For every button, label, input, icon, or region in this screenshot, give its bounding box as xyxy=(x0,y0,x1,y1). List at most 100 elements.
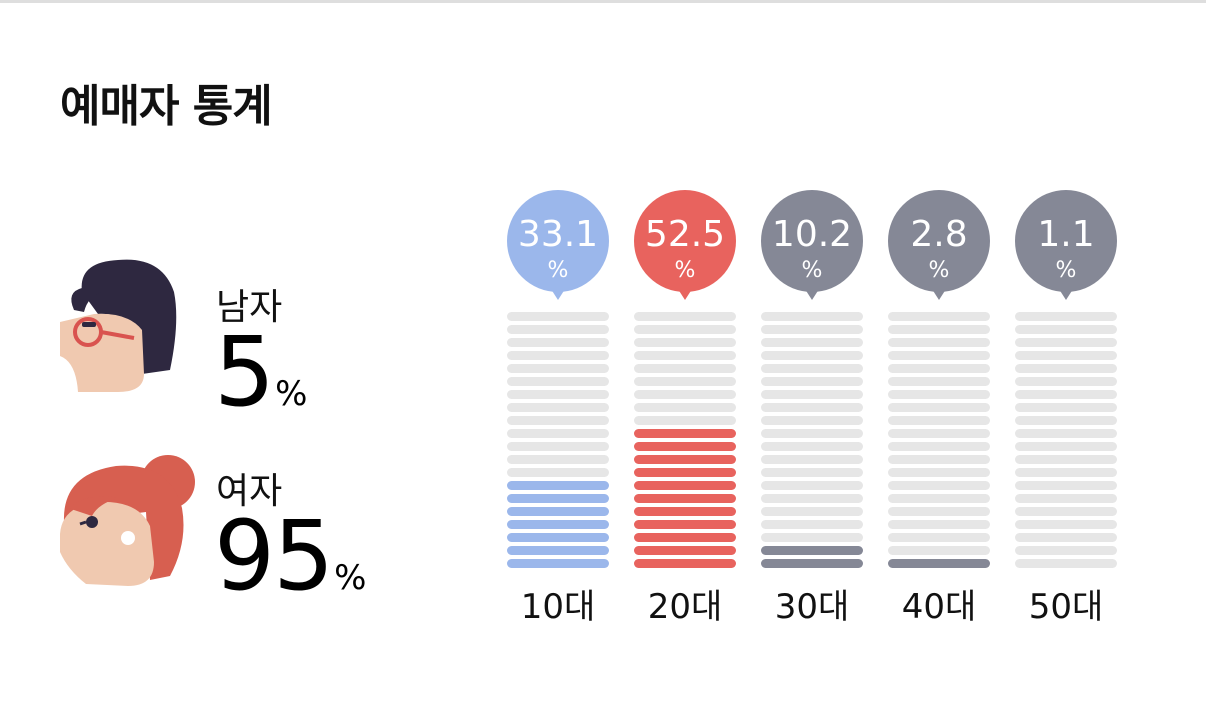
data-label-unit: % xyxy=(1056,258,1077,283)
bar-segment-empty xyxy=(634,377,736,386)
bar-segment-empty xyxy=(634,325,736,334)
value-bubble xyxy=(1015,190,1117,292)
male-unit: % xyxy=(275,374,308,414)
male-value: 5% xyxy=(214,324,307,420)
data-label: 10.2 xyxy=(772,214,852,255)
bar-segment-filled xyxy=(634,494,736,503)
category-label: 30대 xyxy=(775,587,850,627)
data-label: 1.1 xyxy=(1037,214,1094,255)
bar-segment-empty xyxy=(1015,429,1117,438)
bar-segment-filled xyxy=(634,481,736,490)
bar-segment-empty xyxy=(507,455,609,464)
bar-segment-empty xyxy=(888,312,990,321)
bar-segment-empty xyxy=(888,507,990,516)
bar-segment-empty xyxy=(634,338,736,347)
bar-segment-empty xyxy=(888,325,990,334)
bar-segment-empty xyxy=(1015,481,1117,490)
bar-segment-empty xyxy=(888,364,990,373)
bar-segment-filled xyxy=(507,533,609,542)
value-bubble xyxy=(761,190,863,292)
female-value: 95% xyxy=(214,508,366,604)
bar-segment-empty xyxy=(1015,455,1117,464)
page-title: 예매자 통계 xyxy=(60,81,273,132)
bar-segment-empty xyxy=(888,533,990,542)
bar-segment-filled xyxy=(507,559,609,568)
bar-segment-empty xyxy=(761,533,863,542)
bar-segment-empty xyxy=(507,429,609,438)
category-label: 10대 xyxy=(521,587,596,627)
bar-segment-empty xyxy=(507,377,609,386)
bar-segment-empty xyxy=(1015,468,1117,477)
bar-segment-empty xyxy=(634,390,736,399)
bar-segment-empty xyxy=(888,520,990,529)
bar-segment-filled xyxy=(507,546,609,555)
bar-segment-empty xyxy=(761,403,863,412)
bar-segment-empty xyxy=(1015,559,1117,568)
bar-segment-empty xyxy=(634,403,736,412)
bar-segment-empty xyxy=(761,377,863,386)
bar-segment-empty xyxy=(761,481,863,490)
bar-segment-empty xyxy=(1015,494,1117,503)
bar-segment-empty xyxy=(634,416,736,425)
bar-segment-filled xyxy=(507,507,609,516)
bar-segment-empty xyxy=(761,390,863,399)
bar-segment-empty xyxy=(888,403,990,412)
bar-segment-empty xyxy=(888,338,990,347)
female-percent: 95 xyxy=(214,500,334,612)
data-label: 2.8 xyxy=(910,214,967,255)
bar-segment-filled xyxy=(761,559,863,568)
bar-segment-empty xyxy=(1015,338,1117,347)
bar-segment-empty xyxy=(507,390,609,399)
bar-segment-empty xyxy=(888,377,990,386)
bar-segment-empty xyxy=(888,455,990,464)
female-unit: % xyxy=(334,558,367,598)
bar-segment-filled xyxy=(888,559,990,568)
bar-segment-empty xyxy=(1015,325,1117,334)
bar-segment-empty xyxy=(761,455,863,464)
bar-segment-empty xyxy=(761,429,863,438)
bar-segment-empty xyxy=(888,468,990,477)
female-label: 여자 xyxy=(216,471,283,512)
bar-segment-empty xyxy=(1015,546,1117,555)
bar-segment-empty xyxy=(888,442,990,451)
bar-segment-filled xyxy=(507,520,609,529)
bar-segment-empty xyxy=(761,442,863,451)
category-label: 50대 xyxy=(1029,587,1104,627)
bar-segment-empty xyxy=(507,416,609,425)
bar-segment-empty xyxy=(888,481,990,490)
data-label-unit: % xyxy=(675,258,696,283)
bar-segment-empty xyxy=(1015,312,1117,321)
bar-segment-empty xyxy=(761,494,863,503)
bar-segment-empty xyxy=(761,338,863,347)
bar-segment-empty xyxy=(1015,403,1117,412)
bar-segment-empty xyxy=(507,364,609,373)
bar-segment-empty xyxy=(888,494,990,503)
bar-segment-empty xyxy=(761,416,863,425)
bar-segment-empty xyxy=(507,325,609,334)
male-label: 남자 xyxy=(216,287,283,328)
bar-segment-filled xyxy=(634,429,736,438)
bar-segment-filled xyxy=(634,559,736,568)
bar-segment-empty xyxy=(507,442,609,451)
bar-segment-filled xyxy=(507,494,609,503)
female-avatar-icon xyxy=(60,455,195,586)
bar-segment-empty xyxy=(634,364,736,373)
bar-segment-empty xyxy=(1015,507,1117,516)
bar-segment-empty xyxy=(507,338,609,347)
bar-segment-empty xyxy=(761,351,863,360)
bar-segment-filled xyxy=(634,533,736,542)
male-percent: 5 xyxy=(214,316,275,428)
value-bubble xyxy=(507,190,609,292)
bar-segment-filled xyxy=(634,546,736,555)
bar-segment-filled xyxy=(634,468,736,477)
category-label: 20대 xyxy=(648,587,723,627)
male-avatar-icon xyxy=(60,259,177,392)
bar-segment-filled xyxy=(634,520,736,529)
bar-segment-empty xyxy=(888,390,990,399)
bar-segment-empty xyxy=(1015,416,1117,425)
bar-segment-empty xyxy=(888,546,990,555)
bar-segment-filled xyxy=(634,442,736,451)
bar-segment-empty xyxy=(761,312,863,321)
bar-segment-empty xyxy=(634,312,736,321)
bar-segment-empty xyxy=(1015,520,1117,529)
